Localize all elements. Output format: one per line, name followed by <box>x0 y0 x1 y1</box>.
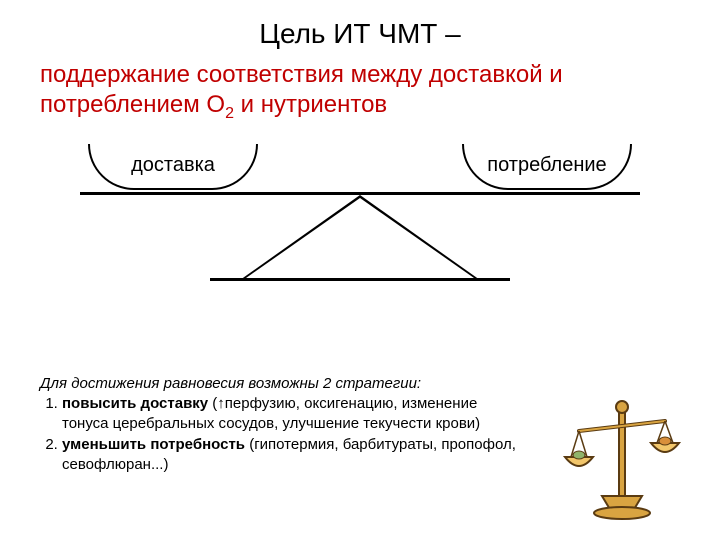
strategies-block: Для достижения равновесия возможны 2 стр… <box>40 374 520 475</box>
list-item: повысить доставку (↑перфузию, оксигенаци… <box>62 394 520 435</box>
strategy-bold: уменьшить потребность <box>62 436 245 453</box>
strategies-intro: Для достижения равновесия возможны 2 стр… <box>40 374 520 394</box>
scale-base <box>210 278 510 281</box>
page-title: Цель ИТ ЧМТ – <box>0 18 720 50</box>
subtitle: поддержание соответствия между доставкой… <box>40 60 680 124</box>
balance-scale-diagram: доставка потребление <box>80 144 640 324</box>
strategies-list: повысить доставку (↑перфузию, оксигенаци… <box>62 394 520 475</box>
list-item: уменьшить потребность (гипотермия, барби… <box>62 435 520 476</box>
scales-icon <box>555 393 690 528</box>
subtitle-sub: 2 <box>225 105 234 122</box>
scale-pan-right-label: потребление <box>487 154 606 177</box>
scale-pan-right: потребление <box>462 144 632 190</box>
subtitle-post: и нутриентов <box>234 91 387 118</box>
scale-pan-left-label: доставка <box>131 154 215 177</box>
scale-pan-left: доставка <box>88 144 258 190</box>
strategy-bold: повысить доставку <box>62 395 208 412</box>
scale-fulcrum-inner <box>246 198 474 278</box>
